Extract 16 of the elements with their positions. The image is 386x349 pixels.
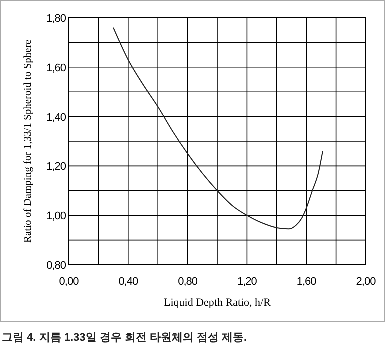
x-tick-label: 1,60 bbox=[296, 276, 317, 288]
x-axis-title: Liquid Depth Ratio, h/R bbox=[164, 297, 272, 309]
y-tick-label: 1,20 bbox=[46, 161, 66, 174]
x-tick-label: 2,00 bbox=[356, 276, 376, 288]
y-tick-label: 1,60 bbox=[46, 62, 66, 74]
y-tick-label: 1,40 bbox=[46, 112, 66, 124]
line-series bbox=[113, 27, 324, 230]
x-tick-label: 1,20 bbox=[237, 276, 258, 288]
y-axis-title: Ratio of Damping for 1,33/1 Spheroid to Sphere bbox=[23, 40, 34, 243]
y-tick-label: 1,80 bbox=[46, 13, 66, 25]
x-tick-label: 0,00 bbox=[59, 276, 80, 288]
y-tick-label: 0,80 bbox=[46, 260, 66, 272]
y-tick-label: 1,00 bbox=[46, 210, 66, 223]
x-tick-label: 0,40 bbox=[118, 276, 138, 288]
caption: 그림 4. 지름 1.33일 경우 회전 타원체의 점성 제동. bbox=[2, 332, 248, 344]
x-tick-label: 0,80 bbox=[178, 276, 198, 288]
